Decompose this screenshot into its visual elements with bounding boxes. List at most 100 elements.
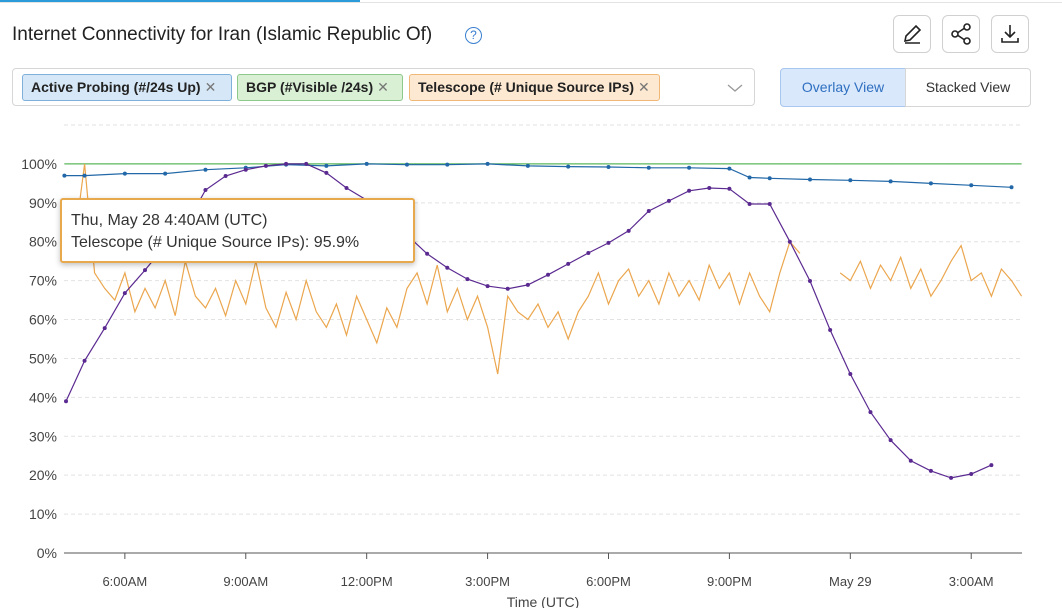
point xyxy=(969,472,974,477)
point xyxy=(747,201,752,206)
x-tick-label: 9:00PM xyxy=(707,574,752,589)
y-tick-label: 30% xyxy=(29,428,57,444)
point xyxy=(727,166,732,171)
point xyxy=(747,175,752,180)
point xyxy=(707,186,712,191)
point xyxy=(465,277,470,282)
point xyxy=(969,183,974,188)
x-tick-label: May 29 xyxy=(829,574,872,589)
point xyxy=(868,410,873,415)
point xyxy=(646,208,651,213)
y-tick-label: 10% xyxy=(29,506,57,522)
y-tick-label: 20% xyxy=(29,467,57,483)
point xyxy=(143,268,148,273)
help-icon[interactable]: ? xyxy=(465,27,482,44)
point xyxy=(767,176,772,181)
point xyxy=(122,171,127,176)
chip-label: Active Probing (#/24s Up) xyxy=(31,79,201,95)
point xyxy=(928,468,933,473)
series-line xyxy=(64,163,1012,188)
x-tick-label: 6:00AM xyxy=(102,574,147,589)
series-line xyxy=(63,163,1023,375)
stacked-view-button[interactable]: Stacked View xyxy=(905,68,1031,107)
point xyxy=(485,161,490,166)
tooltip-text: Telescope (# Unique Source IPs): 95.9% xyxy=(71,234,360,251)
share-icon xyxy=(951,23,971,45)
edit-button[interactable] xyxy=(893,15,931,53)
point xyxy=(243,167,248,172)
point xyxy=(566,164,571,169)
x-tick-label: 3:00PM xyxy=(465,574,510,589)
point xyxy=(263,163,268,168)
point xyxy=(223,173,228,178)
point xyxy=(203,187,208,192)
x-tick-label: 9:00AM xyxy=(223,574,268,589)
chip-label: Telescope (# Unique Source IPs) xyxy=(418,79,635,95)
y-tick-label: 50% xyxy=(29,350,57,366)
title: Internet Connectivity for Iran (Islamic … xyxy=(12,24,433,45)
point xyxy=(989,463,994,468)
chip[interactable]: Telescope (# Unique Source IPs) ✕ xyxy=(409,74,660,101)
y-tick-label: 90% xyxy=(29,195,57,211)
point xyxy=(425,251,430,256)
point xyxy=(445,162,450,167)
point xyxy=(1009,185,1014,190)
point xyxy=(949,475,954,480)
point xyxy=(767,201,772,206)
point xyxy=(122,291,127,296)
accent-bar xyxy=(0,0,360,3)
point xyxy=(404,162,409,167)
point xyxy=(646,165,651,170)
point xyxy=(828,328,833,333)
share-button[interactable] xyxy=(942,15,980,53)
point xyxy=(908,458,913,463)
point xyxy=(445,265,450,270)
point xyxy=(203,167,208,172)
point xyxy=(687,165,692,170)
tooltip: Thu, May 28 4:40AM (UTC) Telescope (# Un… xyxy=(60,198,415,263)
point xyxy=(566,261,571,266)
point xyxy=(525,282,530,287)
point xyxy=(364,161,369,166)
download-button[interactable] xyxy=(991,15,1029,53)
chip-remove[interactable]: ✕ xyxy=(204,79,217,95)
point xyxy=(82,173,87,178)
point xyxy=(888,179,893,184)
edit-icon xyxy=(903,24,922,44)
chip-label: BGP (#Visible /24s) xyxy=(246,79,374,95)
y-tick-label: 70% xyxy=(29,273,57,289)
chip[interactable]: Active Probing (#/24s Up) ✕ xyxy=(22,74,232,101)
point xyxy=(888,438,893,443)
point xyxy=(928,181,933,186)
point xyxy=(344,186,349,191)
series-select[interactable] xyxy=(12,68,755,106)
point xyxy=(586,251,591,256)
point xyxy=(64,399,69,404)
chip[interactable]: BGP (#Visible /24s) ✕ xyxy=(237,74,403,101)
point xyxy=(102,326,107,331)
point xyxy=(606,165,611,170)
point xyxy=(727,186,732,191)
x-axis-title: Time (UTC) xyxy=(507,594,580,608)
point xyxy=(505,286,510,291)
point xyxy=(304,161,309,166)
point xyxy=(82,358,87,363)
point xyxy=(546,272,551,277)
point xyxy=(848,178,853,183)
point xyxy=(324,170,329,175)
dropdown-arrow[interactable] xyxy=(726,82,744,94)
x-tick-label: 3:00AM xyxy=(949,574,994,589)
y-tick-label: 60% xyxy=(29,312,57,328)
point xyxy=(62,173,67,178)
point xyxy=(163,171,168,176)
download-icon xyxy=(1001,25,1019,43)
point xyxy=(324,163,329,168)
chip-remove[interactable]: ✕ xyxy=(377,79,389,95)
overlay-view-button[interactable]: Overlay View xyxy=(780,68,906,107)
y-tick-label: 0% xyxy=(37,545,57,561)
point xyxy=(485,284,490,289)
chip-remove[interactable]: ✕ xyxy=(638,79,650,95)
